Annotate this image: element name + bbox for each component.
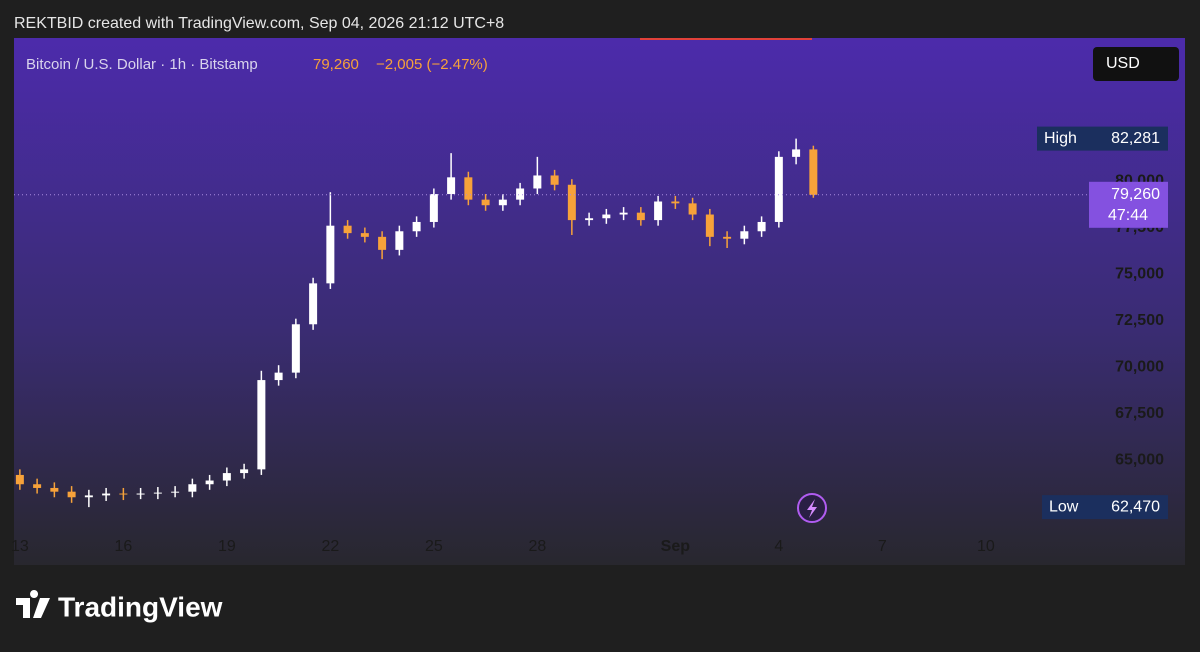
candle-body [619,212,628,215]
candle-body [654,201,663,221]
y-tick-label: 75,000 [1115,265,1164,282]
high-tag-label: High [1044,130,1077,147]
x-tick-label: 4 [774,538,783,555]
candle-body [533,175,542,189]
x-tick-label: 22 [321,538,339,555]
candle-body [136,493,145,495]
candle-body [205,480,214,485]
candle-body [550,175,559,185]
price-tag-countdown: 47:44 [1108,207,1148,224]
candle-body [343,225,352,234]
low-tag-value: 62,470 [1111,498,1160,515]
candle-body [774,156,783,222]
candle-body [360,233,369,237]
brand-logo: TradingView [16,590,223,622]
brand: TradingView [58,591,223,622]
candle-body [585,218,594,221]
last-price: 79,260 [313,56,359,73]
x-tick-label: 16 [114,538,132,555]
x-tick-label: Sep [661,538,691,555]
candle-body [757,221,766,232]
candles [15,138,818,508]
candle-body [671,201,680,204]
currency[interactable]: USD [1106,55,1140,72]
y-tick-label: 70,000 [1115,358,1164,375]
price-tag-box [1089,181,1168,228]
candle-body [33,484,42,488]
y-tick-label: 72,500 [1115,312,1164,329]
candle-body [723,236,732,239]
candle-body [395,231,404,250]
y-tick-label: 65,000 [1115,451,1164,468]
candle-body [688,203,697,215]
candle-body [481,199,490,206]
candle-body [102,493,111,496]
candle-body [274,372,283,381]
x-tick-label: 19 [218,538,236,555]
candle-body [119,493,128,495]
candle-body [498,199,507,206]
candle-body [567,184,576,221]
candle-body [809,149,818,195]
high-tag-box [1037,126,1168,151]
logo-icon [16,590,50,618]
candle-body [429,194,438,222]
candle-body [740,231,749,239]
candle-body [636,212,645,221]
candle-body [84,495,93,498]
candle-body [67,491,76,498]
candle-body [792,149,801,157]
x-tick-label: 28 [528,538,546,555]
credit: REKTBID created with TradingView.com, Se… [14,15,504,32]
assistant-icon[interactable] [797,493,827,523]
icon-bolt[interactable] [807,499,817,518]
change: −2,005 (−2.47%) [376,56,488,73]
candle-body [222,473,231,481]
x-tick-label: 7 [878,538,887,555]
y-tick-label: 67,500 [1115,405,1164,422]
candle-body [447,177,456,195]
x-tick-label: 25 [425,538,443,555]
low-tag-box [1042,495,1168,520]
candle-body [602,214,611,219]
price-tag-value: 79,260 [1111,186,1160,203]
candle-body [464,177,473,200]
candle-body [516,188,525,200]
symbol: Bitcoin / U.S. Dollar · 1h · Bitstamp [26,56,258,73]
candle-body [309,283,318,325]
candle-body [412,221,421,232]
candle-body [50,487,59,492]
x-tick-label: 13 [11,538,29,555]
currency-button[interactable] [1093,47,1179,81]
candle-body [291,324,300,373]
candle-body [240,469,249,474]
x-tick-label: 10 [977,538,995,555]
candle-body [171,491,180,493]
candle-body [705,214,714,237]
candle-body [378,236,387,250]
candle-body [153,492,162,494]
high-tag-value: 82,281 [1111,130,1160,147]
low-tag-label: Low [1049,498,1079,515]
candle-body [257,380,266,470]
candle-body [326,225,335,284]
candle-body [15,474,24,485]
candle-body [188,484,197,492]
